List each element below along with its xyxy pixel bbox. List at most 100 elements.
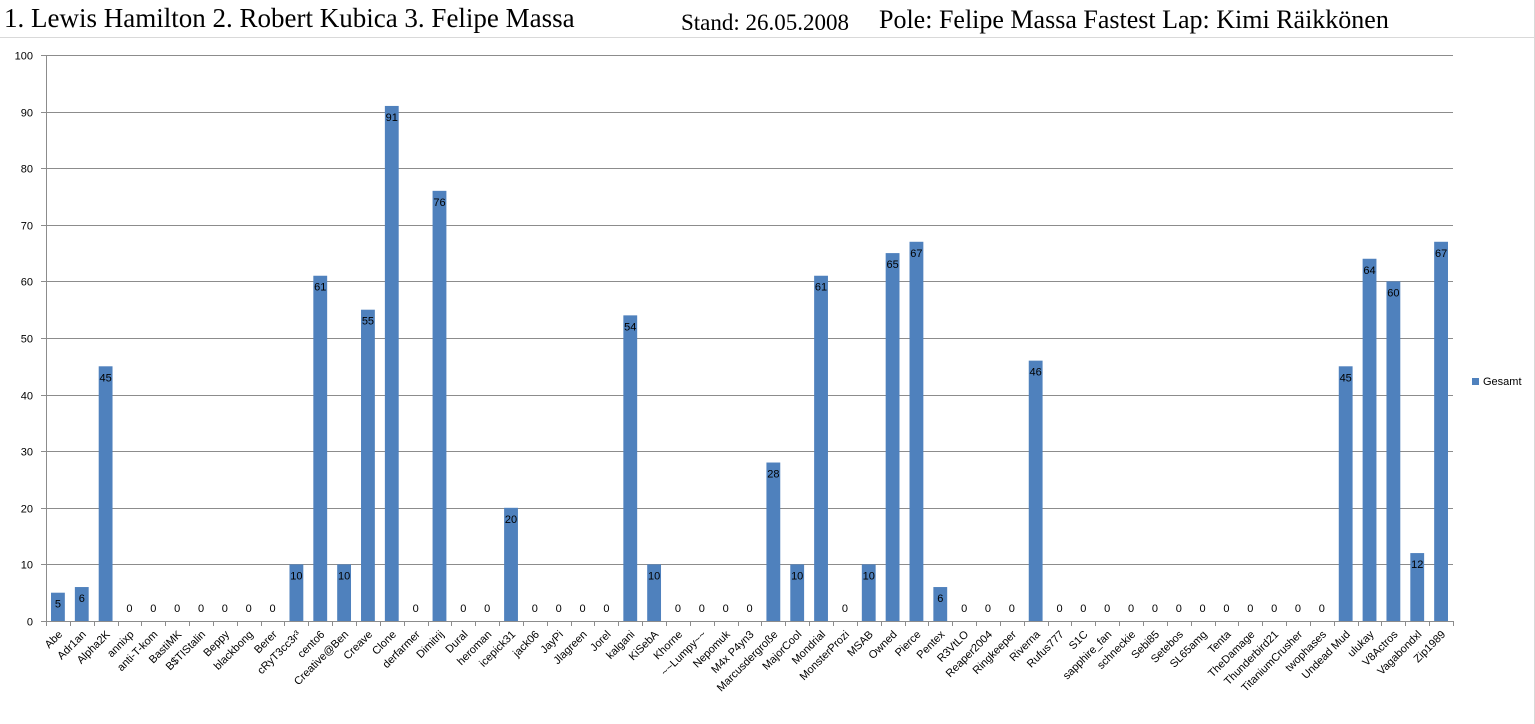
data-label-25: 10 [648, 570, 660, 582]
data-label-58: 67 [1435, 248, 1447, 260]
bar-24 [623, 315, 638, 621]
bars [51, 105, 1448, 621]
data-label-15: 0 [413, 603, 419, 615]
data-label-40: 0 [1009, 603, 1015, 615]
data-label-28: 0 [723, 603, 729, 615]
data-label-50: 0 [1247, 603, 1253, 615]
data-label-21: 0 [556, 603, 562, 615]
bar-41 [1028, 360, 1043, 621]
data-label-9: 0 [269, 603, 275, 615]
data-label-48: 0 [1200, 603, 1206, 615]
data-label-32: 61 [815, 282, 827, 294]
bar-57 [1410, 553, 1425, 621]
data-label-20: 0 [532, 603, 538, 615]
bar-37 [933, 587, 948, 621]
bar-25 [647, 564, 662, 621]
gridlines [46, 55, 1453, 565]
y-tick-label-20: 20 [21, 504, 33, 516]
data-label-24: 54 [624, 321, 636, 333]
data-label-57: 12 [1411, 559, 1423, 571]
bar-2 [98, 366, 113, 621]
bar-31 [790, 564, 805, 621]
bar-1 [74, 587, 89, 621]
legend-swatch-gesamt [1472, 378, 1479, 385]
bar-14 [384, 105, 399, 621]
data-label-3: 0 [126, 603, 132, 615]
data-label-41: 46 [1030, 367, 1042, 379]
bar-10 [289, 564, 304, 621]
bar-34 [861, 564, 876, 621]
data-label-30: 28 [767, 469, 779, 481]
data-label-51: 0 [1271, 603, 1277, 615]
data-label-8: 0 [246, 603, 252, 615]
data-label-31: 10 [791, 570, 803, 582]
data-label-11: 61 [314, 282, 326, 294]
bar-32 [814, 275, 828, 621]
data-label-26: 0 [675, 603, 681, 615]
data-label-47: 0 [1176, 603, 1182, 615]
data-label-44: 0 [1104, 603, 1110, 615]
bar-30 [766, 462, 781, 621]
data-label-53: 0 [1319, 603, 1325, 615]
data-label-6: 0 [198, 603, 204, 615]
data-label-5: 0 [174, 603, 180, 615]
data-label-7: 0 [222, 603, 228, 615]
bar-35 [885, 253, 900, 621]
data-label-45: 0 [1128, 603, 1134, 615]
x-tick-label-20: jack06 [510, 629, 542, 661]
y-tick-label-100: 100 [15, 51, 33, 63]
data-label-49: 0 [1223, 603, 1229, 615]
data-label-34: 10 [863, 570, 875, 582]
data-label-16: 76 [433, 197, 445, 209]
data-label-52: 0 [1295, 603, 1301, 615]
data-label-35: 65 [886, 259, 898, 271]
data-label-4: 0 [150, 603, 156, 615]
y-tick-label-90: 90 [21, 108, 33, 120]
data-label-2: 45 [99, 372, 111, 384]
data-label-29: 0 [746, 603, 752, 615]
data-label-14: 91 [386, 112, 398, 124]
data-label-19: 20 [505, 514, 517, 526]
bar-56 [1386, 281, 1401, 621]
data-label-46: 0 [1152, 603, 1158, 615]
data-label-39: 0 [985, 603, 991, 615]
bar-55 [1362, 258, 1377, 621]
y-tick-label-80: 80 [21, 164, 33, 176]
data-label-23: 0 [603, 603, 609, 615]
bar-11 [313, 275, 328, 621]
y-tick-label-60: 60 [21, 277, 33, 289]
data-label-33: 0 [842, 603, 848, 615]
bar-12 [337, 564, 352, 621]
data-label-22: 0 [580, 603, 586, 615]
data-label-36: 67 [910, 248, 922, 260]
y-tick-label-30: 30 [21, 447, 33, 459]
y-tick-label-50: 50 [21, 334, 33, 346]
axes: 0102030405060708090100AbeAdr1anAlpha2Kan… [15, 51, 1454, 694]
bar-13 [361, 309, 375, 621]
bar-19 [504, 507, 518, 621]
data-label-13: 55 [362, 316, 374, 328]
data-label-54: 45 [1340, 372, 1352, 384]
bar-36 [909, 241, 924, 621]
data-label-17: 0 [460, 603, 466, 615]
y-tick-label-40: 40 [21, 391, 33, 403]
bar-54 [1338, 366, 1353, 621]
data-label-12: 10 [338, 570, 350, 582]
pole-fastest-lap: Pole: Felipe Massa Fastest Lap: Kimi Räi… [879, 5, 1389, 34]
y-tick-label-70: 70 [21, 221, 33, 233]
chart-frame-top [0, 37, 1535, 38]
data-labels: 5 6 45 0 0 0 0 0 0 0 10 61 10 55 91 0 76 0 0 20 0 0 0 0 54 10 0 0 0 0… [55, 112, 1447, 615]
bar-0 [51, 592, 65, 621]
y-tick-label-10: 10 [21, 560, 33, 572]
data-label-0: 5 [55, 599, 61, 611]
y-tick-label-0: 0 [27, 617, 33, 629]
x-tick-label-16: Dimitrij [414, 629, 446, 661]
bar-16 [432, 190, 447, 621]
data-label-1: 6 [79, 593, 85, 605]
data-label-27: 0 [699, 603, 705, 615]
data-label-42: 0 [1056, 603, 1062, 615]
results-header: 1. Lewis Hamilton 2. Robert Kubica 3. Fe… [4, 3, 575, 33]
data-label-18: 0 [484, 603, 490, 615]
data-label-10: 10 [290, 570, 302, 582]
